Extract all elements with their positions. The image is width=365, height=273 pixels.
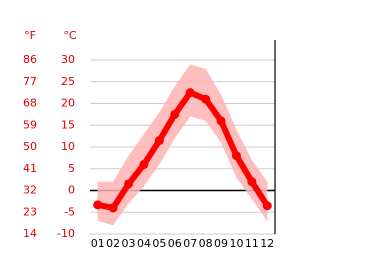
- y2-tick-label: 68: [23, 97, 37, 110]
- avg-point: [185, 88, 195, 98]
- avg-point: [154, 135, 164, 145]
- avg-point: [201, 94, 211, 104]
- x-tick-label: 04: [137, 237, 151, 250]
- avg-point: [216, 116, 226, 126]
- x-tick-label: 08: [199, 237, 213, 250]
- y-tick-label: 5: [68, 162, 75, 175]
- avg-point: [139, 159, 149, 169]
- y2-tick-label: 59: [23, 118, 37, 131]
- x-tick-label: 02: [106, 237, 120, 250]
- y2-tick-label: 32: [23, 184, 37, 197]
- y-tick-label: 0: [68, 184, 75, 197]
- x-tick-label: 07: [183, 237, 197, 250]
- range-band: [97, 64, 268, 226]
- x-tick-label: 10: [229, 237, 243, 250]
- x-tick-label: 01: [91, 237, 105, 250]
- avg-point: [108, 203, 118, 213]
- x-tick-label: 12: [260, 237, 274, 250]
- y-tick-label: 15: [61, 118, 75, 131]
- x-tick-label: 05: [152, 237, 166, 250]
- x-tick-label: 03: [122, 237, 136, 250]
- y-tick-label: 25: [61, 75, 75, 88]
- y2-tick-label: 77: [23, 75, 37, 88]
- avg-point: [262, 201, 272, 211]
- avg-point: [247, 177, 257, 187]
- avg-point: [170, 109, 180, 119]
- y2-tick-label: 14: [23, 227, 37, 240]
- y-tick-label: -5: [64, 205, 75, 218]
- y-tick-label: 30: [61, 53, 75, 66]
- y2-tick-label: 41: [23, 162, 37, 175]
- x-tick-label: 11: [245, 237, 259, 250]
- y-tick-label: -10: [57, 227, 75, 240]
- avg-point: [231, 151, 241, 161]
- y-tick-label: 10: [61, 140, 75, 153]
- y2-tick-label: 86: [23, 53, 37, 66]
- x-tick-label: 06: [168, 237, 182, 250]
- y-axis-label: °C: [63, 29, 77, 42]
- avg-point: [124, 179, 134, 189]
- y-tick-label: 20: [61, 97, 75, 110]
- avg-line: [97, 89, 270, 211]
- x-tick-label: 09: [214, 237, 228, 250]
- y2-tick-label: 23: [23, 205, 37, 218]
- y2-tick-label: 50: [23, 140, 37, 153]
- avg-point: [93, 200, 103, 210]
- y2-axis-label: °F: [24, 29, 36, 42]
